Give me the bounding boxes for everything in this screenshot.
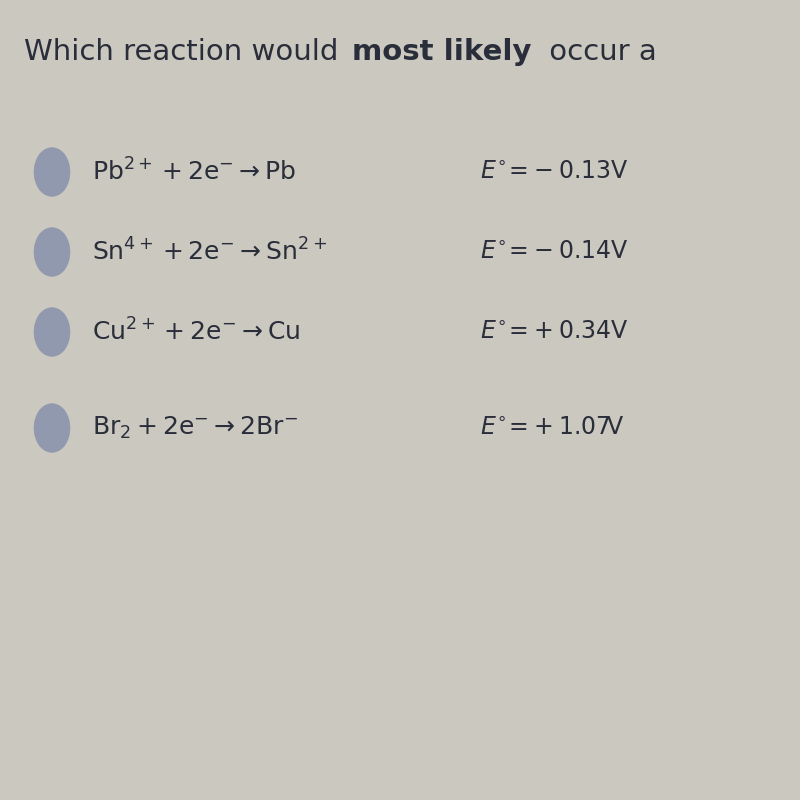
Ellipse shape bbox=[34, 228, 70, 276]
Text: $\mathrm{Sn^{4+} + 2e^{-} \rightarrow Sn^{2+}}$: $\mathrm{Sn^{4+} + 2e^{-} \rightarrow Sn… bbox=[92, 238, 327, 266]
Text: occur a: occur a bbox=[540, 38, 657, 66]
Text: Which reaction would: Which reaction would bbox=[24, 38, 348, 66]
Text: $\mathrm{\mathit{E}^{\circ}\!=\!-0.13V}$: $\mathrm{\mathit{E}^{\circ}\!=\!-0.13V}$ bbox=[480, 160, 628, 184]
Text: $\mathrm{\mathit{E}^{\circ}\!=\!-0.14V}$: $\mathrm{\mathit{E}^{\circ}\!=\!-0.14V}$ bbox=[480, 240, 629, 264]
Text: $\mathrm{Br_{2} + 2e^{-} \rightarrow 2Br^{-}}$: $\mathrm{Br_{2} + 2e^{-} \rightarrow 2Br… bbox=[92, 415, 298, 441]
Text: $\mathrm{\mathit{E}^{\circ}\!=\!+1.07V}$: $\mathrm{\mathit{E}^{\circ}\!=\!+1.07V}$ bbox=[480, 416, 625, 440]
Ellipse shape bbox=[34, 148, 70, 196]
Ellipse shape bbox=[34, 308, 70, 356]
Text: $\mathrm{Pb^{2+} + 2e^{-} \rightarrow Pb}$: $\mathrm{Pb^{2+} + 2e^{-} \rightarrow Pb… bbox=[92, 158, 296, 186]
Text: $\mathrm{\mathit{E}^{\circ}\! =\!+0.34V}$: $\mathrm{\mathit{E}^{\circ}\! =\!+0.34V}… bbox=[480, 320, 629, 344]
Ellipse shape bbox=[34, 404, 70, 452]
Text: $\mathrm{Cu^{2+} + 2e^{-} \rightarrow Cu}$: $\mathrm{Cu^{2+} + 2e^{-} \rightarrow Cu… bbox=[92, 318, 300, 346]
Text: most likely: most likely bbox=[352, 38, 531, 66]
